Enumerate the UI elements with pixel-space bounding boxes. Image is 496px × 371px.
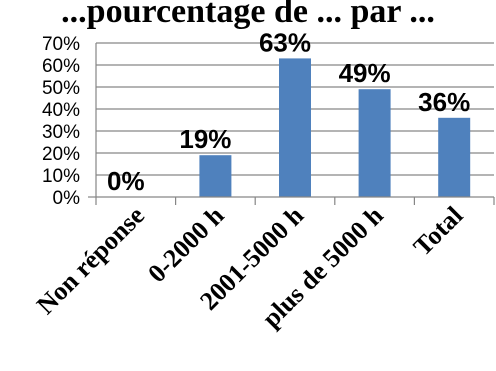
y-tick-labels: 0%10%20%30%40%50%60%70% (42, 34, 80, 209)
y-tick-label: 30% (42, 122, 80, 143)
data-label: 49% (339, 58, 391, 88)
data-label: 19% (179, 124, 231, 154)
y-tick-label: 0% (53, 188, 81, 209)
bar (358, 89, 391, 197)
y-tick-label: 70% (42, 34, 80, 55)
y-tick-label: 40% (42, 100, 80, 121)
x-tick-label: Non réponse (31, 201, 150, 320)
data-labels: 0% 19% 63% 49% 36% (107, 27, 470, 196)
y-tick-label: 20% (42, 144, 80, 165)
bar (199, 155, 232, 197)
bar (438, 117, 471, 197)
bar (279, 58, 311, 198)
data-label: 36% (418, 87, 470, 117)
chart-title: ...pourcentage de ... par ... (61, 0, 435, 30)
y-tick-label: 60% (42, 56, 80, 77)
y-tick-label: 10% (42, 166, 80, 187)
data-label: 0% (107, 166, 145, 196)
axes (88, 43, 495, 205)
bars (199, 58, 471, 198)
data-label: 63% (259, 27, 311, 57)
x-tick-label: Total (408, 201, 469, 262)
y-tick-label: 50% (42, 78, 80, 99)
